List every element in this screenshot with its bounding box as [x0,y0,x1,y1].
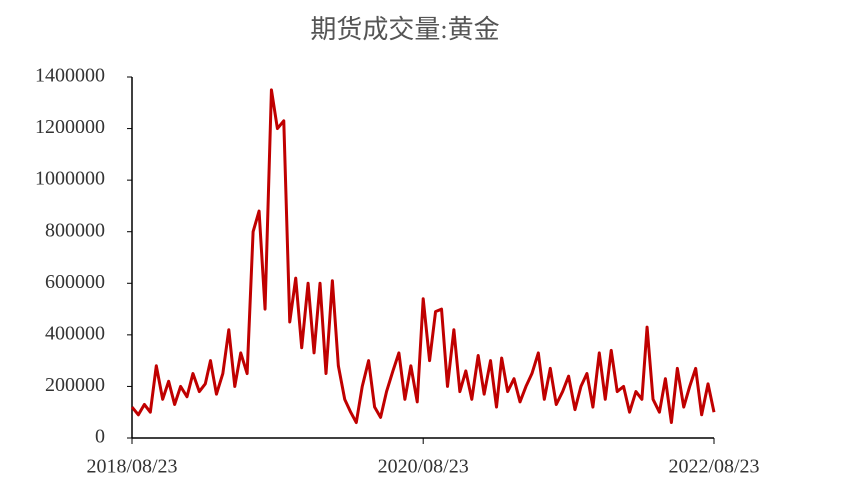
chart-title: 期货成交量:黄金 [310,15,499,44]
x-tick-label: 2022/08/23 [668,456,759,478]
y-tick-label: 1200000 [35,116,105,138]
y-tick-label: 200000 [45,374,105,396]
y-tick-label: 1400000 [35,65,105,87]
line [130,88,716,425]
x-tick-label: 2018/08/23 [86,456,177,478]
x-tick-label: 2020/08/23 [378,456,469,478]
y-tick-label: 1000000 [35,168,105,190]
y-tick-label: 600000 [45,271,105,293]
y-tick-label: 800000 [45,219,105,241]
y-tick-label: 400000 [45,322,105,344]
y-tick-label: 0 [95,426,105,448]
